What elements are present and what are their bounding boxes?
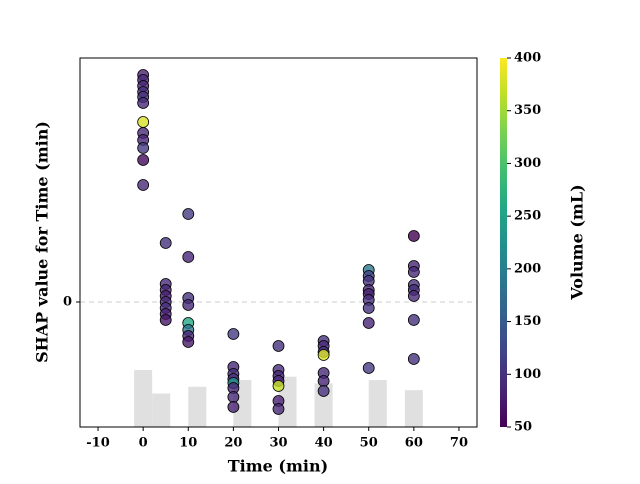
point (317, 385, 330, 397)
colorbar-tick-label: 400 (514, 51, 541, 66)
histogram-bar (188, 386, 207, 427)
colorbar-tick-label: 50 (514, 420, 532, 435)
histogram-bar (404, 390, 423, 427)
point (317, 349, 330, 361)
point (272, 380, 285, 392)
x-tick-label: -10 (86, 436, 110, 451)
x-tick-label: 10 (179, 436, 197, 451)
histogram-bar (368, 380, 387, 427)
point (159, 237, 172, 249)
x-tick-label: 40 (315, 436, 333, 451)
point (227, 328, 240, 340)
point (362, 317, 375, 329)
point (317, 375, 330, 387)
point (407, 266, 420, 278)
x-tick-label: 20 (224, 436, 242, 451)
colorbar-tick-label: 150 (514, 314, 541, 329)
point (182, 299, 195, 311)
colorbar-tick-label: 300 (514, 156, 541, 171)
point (182, 251, 195, 263)
x-tick-label: 60 (405, 436, 423, 451)
y-tick-label: 0 (63, 295, 72, 310)
colorbar-tick-label: 100 (514, 367, 541, 382)
colorbar-label: Volume (mL) (568, 184, 587, 300)
colorbar-tick-label: 350 (514, 103, 541, 118)
point (227, 391, 240, 403)
point (137, 154, 150, 166)
x-tick-label: 0 (139, 436, 148, 451)
point (227, 401, 240, 413)
point (137, 179, 150, 191)
point (272, 340, 285, 352)
colorbar (500, 58, 507, 427)
point (137, 97, 150, 109)
point (407, 353, 420, 365)
point (159, 314, 172, 326)
point (272, 403, 285, 415)
point (362, 302, 375, 314)
point (407, 230, 420, 242)
x-axis-label: Time (min) (228, 457, 328, 476)
colorbar-tick-label: 250 (514, 209, 541, 224)
x-tick-label: 30 (269, 436, 287, 451)
x-tick-label: 70 (450, 436, 468, 451)
point (182, 208, 195, 220)
point (137, 142, 150, 154)
point (362, 362, 375, 374)
y-axis-label: SHAP value for Time (min) (33, 121, 52, 363)
histogram-bar (152, 393, 171, 427)
point (407, 290, 420, 302)
point (182, 336, 195, 348)
histogram-bar (134, 370, 153, 427)
colorbar-tick-label: 200 (514, 261, 541, 276)
point (407, 314, 420, 326)
point (137, 116, 150, 128)
points (137, 69, 420, 415)
x-tick-label: 50 (360, 436, 378, 451)
